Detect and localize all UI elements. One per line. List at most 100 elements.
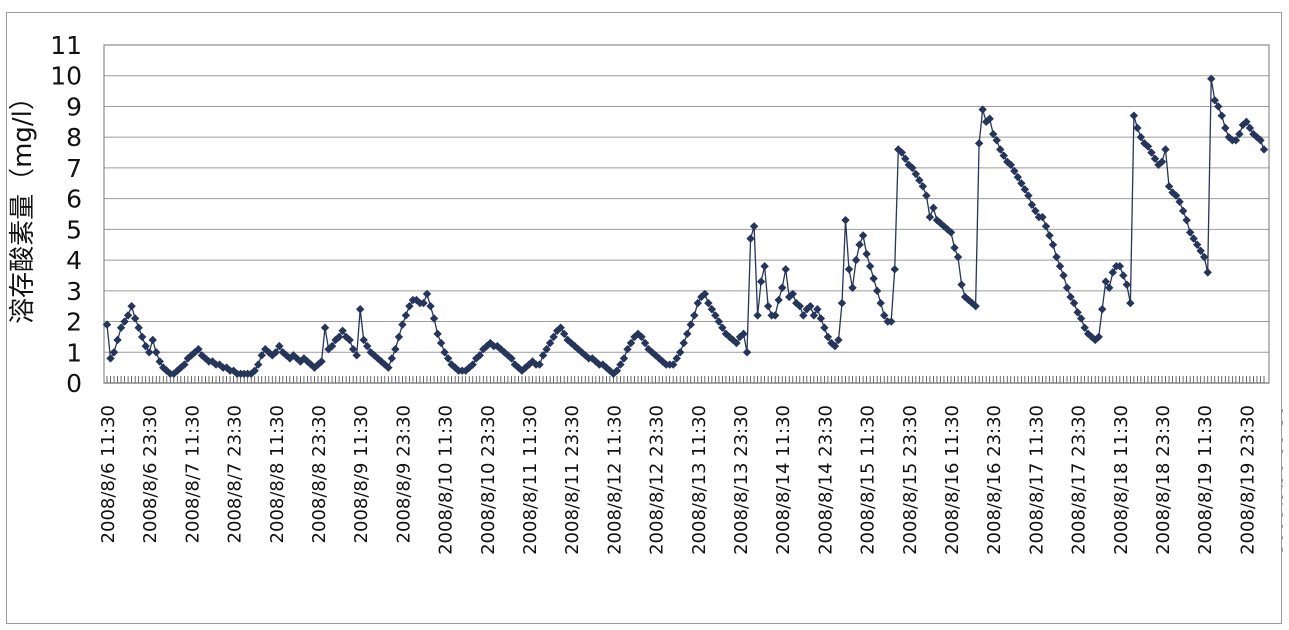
data-point [387,354,397,363]
data-point [542,345,551,354]
data-point [1175,197,1184,206]
x-tick-label: 2008/8/14 23:30 [815,405,836,555]
x-tick-label: 2008/8/8 11:30 [267,405,288,543]
data-point [384,363,393,372]
data-point [802,305,812,314]
data-point [1041,222,1051,231]
data-point [841,215,850,225]
data-point [637,332,646,342]
data-point [180,360,189,369]
y-tick-label: 1 [66,338,82,367]
data-point [778,283,787,292]
data-point [609,369,618,378]
data-point [879,311,889,320]
data-point [552,326,562,335]
x-tick-label: 2008/8/8 23:30 [309,405,330,543]
data-point [1252,132,1262,142]
data-point [545,338,555,348]
data-point [844,265,854,274]
x-tick-label: 2008/8/20 11:30 [1280,405,1283,555]
data-point [528,357,537,366]
data-point [1080,323,1089,332]
data-point [1108,268,1117,277]
data-point [440,348,449,357]
x-tick-label: 2008/8/10 11:30 [436,405,457,555]
data-point [686,320,695,329]
data-point [422,289,432,299]
data-point [598,360,608,369]
data-point [1171,191,1181,200]
data-point [327,341,337,351]
data-point [1259,145,1269,154]
data-point [1242,117,1251,127]
data-point [394,332,404,342]
data-point [732,338,741,348]
data-point [693,298,703,308]
data-point [1126,298,1135,308]
data-point [123,311,133,320]
data-point [897,148,906,157]
data-point [106,354,115,363]
data-point [1115,262,1125,271]
data-point [137,332,147,342]
data-point [155,357,164,366]
data-point [348,345,358,354]
data-point [756,277,766,286]
data-point [957,280,966,289]
data-point [194,345,203,354]
data-point [918,182,928,191]
data-point [113,335,122,345]
data-point [989,129,998,139]
data-point [943,225,952,234]
data-point [1249,129,1258,139]
data-point [1231,136,1241,145]
data-point [616,360,625,369]
x-tick-label: 2008/8/6 23:30 [140,405,161,543]
y-tick-label: 11 [50,31,82,60]
chart-frame: 0 1 2 3 4 5 6 7 8 9 10 11 2008/8/6 11:30 2008/8/6 23… [6,12,1283,624]
x-tick-label: 2008/8/13 11:30 [689,405,710,555]
data-point [960,292,970,302]
data-point [148,335,157,345]
data-point [770,311,780,320]
data-point [816,314,826,323]
data-point [978,105,987,114]
data-point [602,363,611,372]
data-point [1136,132,1146,142]
data-point [1133,123,1142,133]
data-point [391,345,400,354]
data-point [405,301,414,311]
data-point [109,348,119,357]
x-tick-label: 2008/8/17 11:30 [1026,405,1047,555]
data-point [1052,252,1061,262]
data-point [869,274,878,283]
data-point [1154,160,1163,170]
data-point [359,335,368,345]
data-point [145,348,154,357]
series-line [106,78,1265,375]
data-point [1024,191,1033,200]
data-point [1140,139,1149,148]
data-point [820,323,829,332]
data-point [443,354,453,363]
data-point [134,323,143,332]
data-point [1207,74,1216,83]
data-point [946,228,956,237]
data-point [1045,231,1054,240]
y-tick-label: 5 [66,215,82,244]
x-tick-label: 2008/8/17 23:30 [1069,405,1090,555]
data-point [567,338,576,348]
data-point [320,323,330,332]
data-point [827,338,836,348]
data-point [855,240,864,249]
data-point [436,338,446,348]
data-point [363,341,372,351]
data-point [619,354,629,363]
data-point [939,222,949,231]
data-point [1062,283,1072,292]
data-point [1090,335,1100,345]
data-point [672,354,681,363]
x-tick-label: 2008/8/9 23:30 [393,405,414,543]
data-point [749,222,759,231]
data-point [1182,215,1191,225]
